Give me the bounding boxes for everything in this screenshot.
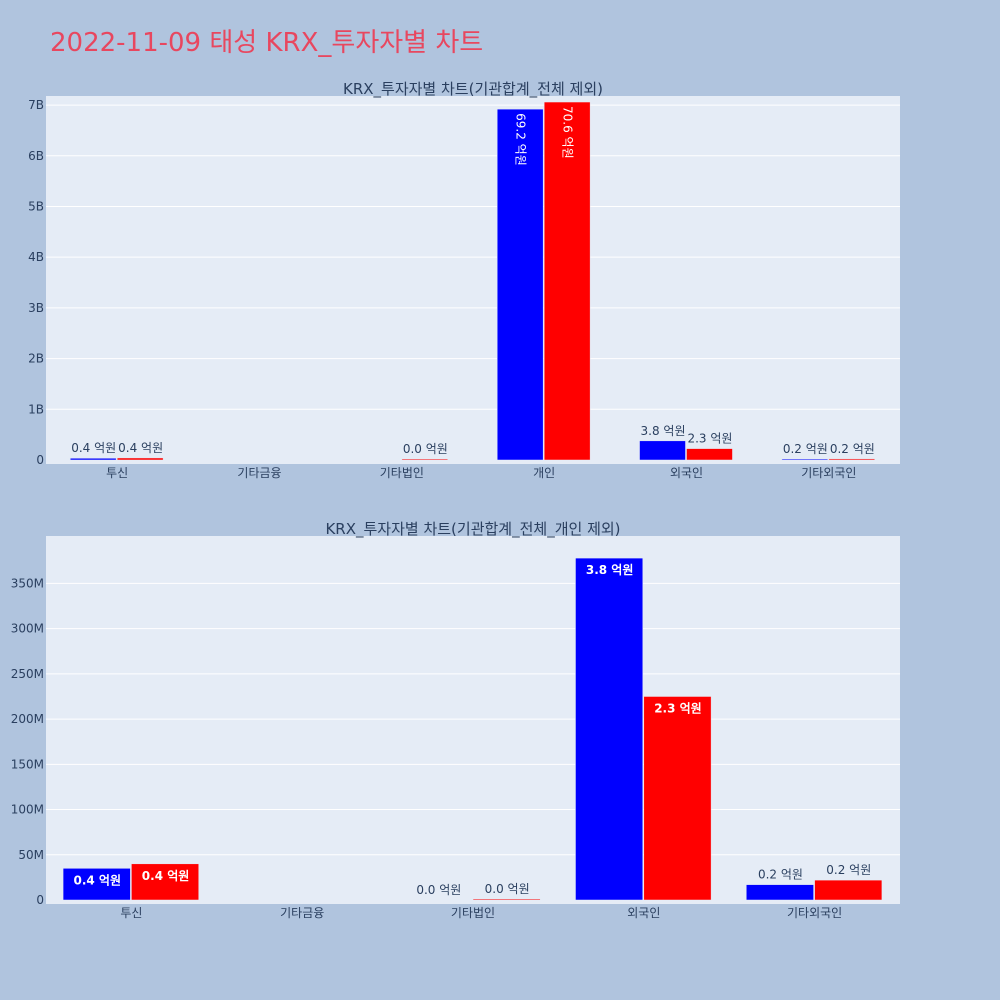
y-tick-label: 3B [28,301,44,315]
x-tick-label: 기타법인 [451,906,495,920]
plot-area [46,96,900,464]
page-title: 2022-11-09 태성 KRX_투자자별 차트 [50,28,484,58]
y-tick-label: 0 [36,893,44,907]
y-tick-label: 100M [11,803,44,817]
bar [401,458,449,461]
data-label: 0.0 억원 [403,442,448,456]
bar [643,696,712,901]
bar [814,879,883,901]
data-label: 0.2 억원 [758,868,803,882]
x-tick-label: 투신 [120,906,142,920]
y-tick-label: 6B [28,149,44,163]
x-tick-label: 외국인 [670,466,703,480]
y-tick-label: 50M [18,848,44,862]
y-tick-label: 1B [28,402,44,416]
y-tick-label: 250M [11,667,44,681]
data-label: 69.2 억원 [514,113,528,166]
x-tick-label: 기타외국인 [787,906,842,920]
data-label: 3.8 억원 [586,563,634,577]
y-tick-label: 300M [11,622,44,636]
bar [686,448,733,461]
y-tick-label: 350M [11,576,44,590]
data-label: 0.4 억원 [71,441,116,455]
data-label: 2.3 억원 [654,701,702,715]
y-tick-label: 5B [28,199,44,213]
data-label: 0.4 억원 [118,441,163,455]
y-tick-label: 150M [11,757,44,771]
chart-title: KRX_투자자별 차트(기관합계_전체_개인 제외) [325,520,620,539]
data-label: 0.0 억원 [485,882,530,896]
data-label: 0.2 억원 [826,863,871,877]
y-tick-label: 200M [11,712,44,726]
x-tick-label: 외국인 [627,906,660,920]
data-label: 70.6 억원 [561,106,575,159]
data-label: 0.2 억원 [783,442,828,456]
bar [828,458,876,461]
bar [575,557,644,901]
bar [543,101,591,461]
y-tick-label: 2B [28,352,44,366]
y-tick-label: 4B [28,250,44,264]
bar [746,884,814,901]
x-tick-label: 투신 [106,466,128,480]
bar [781,458,829,461]
x-tick-label: 기타금융 [237,466,281,480]
bar [131,863,199,901]
x-tick-label: 기타외국인 [801,466,856,480]
x-tick-label: 기타법인 [380,466,424,480]
bar [472,898,541,901]
chart-title: KRX_투자자별 차트(기관합계_전체 제외) [343,80,603,99]
x-tick-label: 기타금융 [280,906,324,920]
bar [116,457,164,461]
x-tick-label: 개인 [533,466,555,480]
data-label: 0.4 억원 [142,869,190,883]
bar [639,440,686,461]
data-label: 3.8 억원 [641,424,686,438]
bar [69,457,117,461]
y-tick-label: 0 [36,453,44,467]
bar [62,868,131,901]
data-label: 2.3 억원 [687,432,732,446]
plot-area [46,536,900,904]
data-label: 0.4 억원 [73,873,121,887]
chart-1: 0 1B 2B 3B 4B 5B 6B 7B KRX_투자자별 차트(기관합계_전체 제외) 투신… [28,80,900,480]
bar [496,108,544,461]
chart-2: 0 50M 100M 150M 200M 250M 300M 350M KRX_투자자별 차트(… [11,520,900,920]
y-tick-label: 7B [28,98,44,112]
data-label: 0.2 억원 [830,442,875,456]
data-label: 0.0 억원 [416,883,461,897]
